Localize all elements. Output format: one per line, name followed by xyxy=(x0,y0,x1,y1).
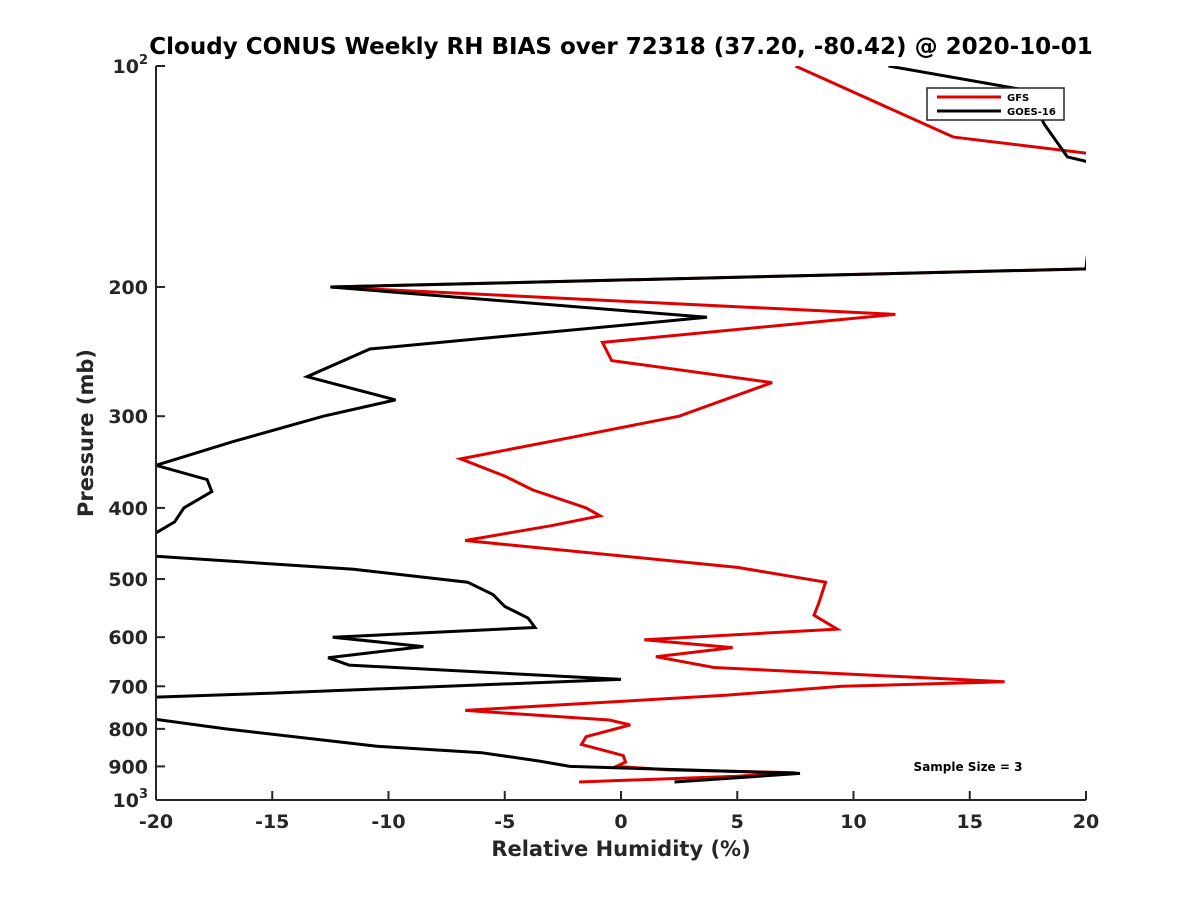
y-tick-label: 102 xyxy=(113,53,149,78)
legend-label-goes-16: GOES-16 xyxy=(1007,107,1056,118)
axes-layer: -20 -15 -10 -5 0 5 10 15 20 102 200 300 400 500 600 700… xyxy=(108,53,1099,833)
y-tick-label: 103 xyxy=(113,787,149,812)
legend: GFS GOES-16 xyxy=(926,87,1065,121)
sample-size-annotation: Sample Size = 3 xyxy=(914,760,1023,774)
y-axis-label: Pressure (mb) xyxy=(74,349,98,517)
x-tick-label: -5 xyxy=(494,811,515,833)
legend-box xyxy=(926,87,1065,121)
x-tick-label: 10 xyxy=(840,811,866,833)
y-tick-label: 200 xyxy=(108,277,148,299)
series-line-gfs xyxy=(330,66,1086,784)
y-tick-label: 400 xyxy=(108,498,148,520)
x-tick-label: 0 xyxy=(614,811,627,833)
x-tick-label: 15 xyxy=(957,811,983,833)
x-tick-label: -10 xyxy=(371,811,405,833)
y-tick-label: 600 xyxy=(108,627,148,649)
x-tick-label: -20 xyxy=(139,811,173,833)
y-tick-label: 300 xyxy=(108,406,148,428)
y-tick-label: 800 xyxy=(108,719,148,741)
x-axis-label: Relative Humidity (%) xyxy=(491,837,750,861)
x-tick-label: -15 xyxy=(255,811,289,833)
y-tick-label: 500 xyxy=(108,569,148,591)
y-tick-label: 700 xyxy=(108,676,148,698)
series-line-goes-16 xyxy=(156,66,1086,784)
chart-title: Cloudy CONUS Weekly RH BIAS over 72318 (… xyxy=(149,34,1092,60)
series-layer xyxy=(156,66,1086,784)
x-tick-label: 5 xyxy=(731,811,744,833)
legend-label-gfs: GFS xyxy=(1007,93,1029,104)
y-tick-label: 900 xyxy=(108,756,148,778)
x-tick-label: 20 xyxy=(1073,811,1099,833)
